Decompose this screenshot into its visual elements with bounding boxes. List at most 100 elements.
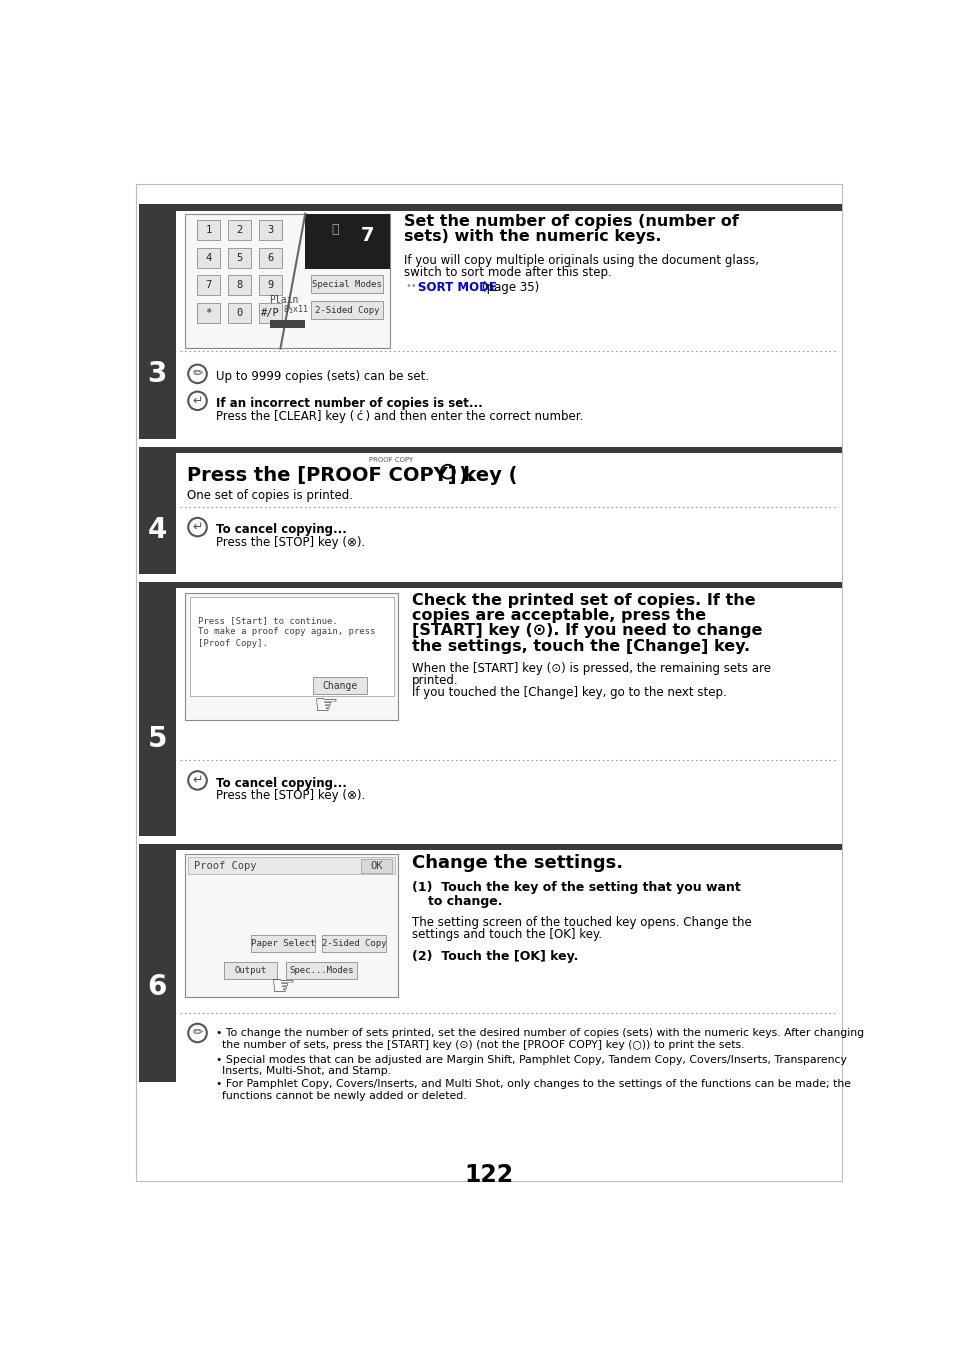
- Text: 3: 3: [148, 359, 167, 388]
- Text: 2-Sided Copy: 2-Sided Copy: [314, 307, 379, 315]
- Text: [START] key (⊙). If you need to change: [START] key (⊙). If you need to change: [412, 623, 761, 639]
- Bar: [360, 859, 392, 873]
- Text: • For Pamphlet Copy, Covers/Inserts, and Multi Shot, only changes to the setting: • For Pamphlet Copy, Covers/Inserts, and…: [216, 1079, 850, 1089]
- Bar: [228, 220, 251, 240]
- Bar: [228, 303, 251, 323]
- Bar: [224, 962, 276, 979]
- Text: ☞: ☞: [314, 692, 338, 720]
- Text: ☞: ☞: [270, 973, 294, 1001]
- Text: Change the settings.: Change the settings.: [412, 854, 622, 873]
- Text: To cancel copying...: To cancel copying...: [216, 523, 347, 536]
- Bar: [188, 858, 395, 874]
- Text: • To change the number of sets printed, set the desired number of copies (sets) : • To change the number of sets printed, …: [216, 1028, 863, 1039]
- Text: To cancel copying...: To cancel copying...: [216, 777, 347, 789]
- Text: ↵: ↵: [193, 394, 203, 407]
- Text: Change: Change: [322, 681, 357, 690]
- Bar: [286, 962, 356, 979]
- Bar: [138, 843, 841, 850]
- Bar: [138, 582, 841, 588]
- Bar: [270, 320, 305, 328]
- Text: Plain: Plain: [269, 295, 298, 305]
- Bar: [196, 303, 220, 323]
- Text: Inserts, Multi-Shot, and Stamp.: Inserts, Multi-Shot, and Stamp.: [222, 1066, 391, 1077]
- Text: 2: 2: [236, 224, 242, 235]
- Text: ).: ).: [458, 466, 475, 485]
- Text: ✏: ✏: [193, 1027, 203, 1039]
- Text: #/P: #/P: [261, 308, 279, 317]
- Text: Special Modes: Special Modes: [312, 280, 381, 289]
- Text: 8: 8: [236, 280, 242, 290]
- Bar: [305, 213, 390, 269]
- Text: ↵: ↵: [193, 774, 203, 786]
- Text: the number of sets, press the [START] key (⊙) (not the [PROOF COPY] key (○)) to : the number of sets, press the [START] ke…: [222, 1040, 744, 1050]
- Text: 1: 1: [205, 224, 212, 235]
- Text: ⎙: ⎙: [331, 223, 338, 235]
- Text: (2)  Touch the [OK] key.: (2) Touch the [OK] key.: [412, 950, 578, 963]
- Text: 7: 7: [205, 280, 212, 290]
- Text: [Proof Copy].: [Proof Copy].: [197, 639, 267, 647]
- Text: Press the [CLEAR] key ( ć ) and then enter the correct number.: Press the [CLEAR] key ( ć ) and then ent…: [216, 411, 583, 423]
- Text: 4: 4: [205, 253, 212, 262]
- Text: functions cannot be newly added or deleted.: functions cannot be newly added or delet…: [222, 1090, 466, 1101]
- Bar: [228, 247, 251, 267]
- Text: 0: 0: [236, 308, 242, 317]
- Text: One set of copies is printed.: One set of copies is printed.: [187, 489, 353, 503]
- Text: •••: •••: [406, 281, 423, 290]
- Text: If an incorrect number of copies is set...: If an incorrect number of copies is set.…: [216, 397, 482, 409]
- Text: Output: Output: [233, 966, 266, 975]
- Text: 9: 9: [267, 280, 274, 290]
- Text: the settings, touch the [Change] key.: the settings, touch the [Change] key.: [412, 639, 750, 654]
- Text: *: *: [205, 308, 212, 317]
- Bar: [138, 582, 175, 836]
- Bar: [185, 593, 397, 720]
- Bar: [311, 276, 382, 293]
- Bar: [313, 677, 367, 694]
- Bar: [196, 247, 220, 267]
- Text: to change.: to change.: [427, 896, 501, 908]
- Text: 122: 122: [464, 1163, 513, 1186]
- Text: When the [START] key (⊙) is pressed, the remaining sets are: When the [START] key (⊙) is pressed, the…: [412, 662, 770, 676]
- Text: (1)  Touch the key of the setting that you want: (1) Touch the key of the setting that yo…: [412, 881, 740, 894]
- Text: 6: 6: [148, 973, 167, 1001]
- Text: Press the [STOP] key (⊗).: Press the [STOP] key (⊗).: [216, 535, 365, 549]
- Text: 5: 5: [148, 725, 167, 754]
- Bar: [196, 276, 220, 296]
- Bar: [196, 220, 220, 240]
- Bar: [138, 843, 175, 1082]
- Bar: [138, 447, 175, 574]
- Text: 8½x11: 8½x11: [283, 305, 308, 315]
- Bar: [258, 303, 282, 323]
- Text: • Special modes that can be adjusted are Margin Shift, Pamphlet Copy, Tandem Cop: • Special modes that can be adjusted are…: [216, 1055, 846, 1065]
- Text: Proof Copy: Proof Copy: [194, 861, 256, 871]
- Text: 6: 6: [267, 253, 274, 262]
- Text: 2-Sided Copy: 2-Sided Copy: [321, 939, 386, 948]
- Text: To make a proof copy again, press: To make a proof copy again, press: [197, 627, 375, 636]
- Text: switch to sort mode after this step.: switch to sort mode after this step.: [404, 266, 612, 280]
- Bar: [251, 935, 314, 952]
- Text: ✏: ✏: [193, 367, 203, 381]
- Bar: [190, 597, 394, 697]
- Text: copies are acceptable, press the: copies are acceptable, press the: [412, 608, 705, 623]
- Text: If you will copy multiple originals using the document glass,: If you will copy multiple originals usin…: [404, 254, 759, 266]
- Text: (page 35): (page 35): [481, 281, 538, 293]
- Text: OK: OK: [370, 861, 382, 871]
- Text: settings and touch the [OK] key.: settings and touch the [OK] key.: [412, 928, 601, 942]
- Text: Paper Select: Paper Select: [251, 939, 314, 948]
- Text: SORT MODE: SORT MODE: [418, 281, 497, 293]
- Bar: [228, 276, 251, 296]
- Text: Press [Start] to continue.: Press [Start] to continue.: [197, 616, 337, 624]
- Text: The setting screen of the touched key opens. Change the: The setting screen of the touched key op…: [412, 916, 751, 929]
- Text: Set the number of copies (number of: Set the number of copies (number of: [404, 213, 739, 228]
- Bar: [138, 204, 841, 211]
- Text: PROOF COPY: PROOF COPY: [369, 457, 413, 463]
- Text: 7: 7: [360, 226, 374, 245]
- Text: Check the printed set of copies. If the: Check the printed set of copies. If the: [412, 593, 755, 608]
- Text: 4: 4: [148, 516, 167, 543]
- Text: Press the [PROOF COPY] key (: Press the [PROOF COPY] key (: [187, 466, 517, 485]
- Bar: [311, 301, 382, 319]
- Bar: [138, 204, 175, 439]
- Text: 3: 3: [267, 224, 274, 235]
- Bar: [258, 247, 282, 267]
- Bar: [258, 220, 282, 240]
- Text: ↵: ↵: [193, 520, 203, 534]
